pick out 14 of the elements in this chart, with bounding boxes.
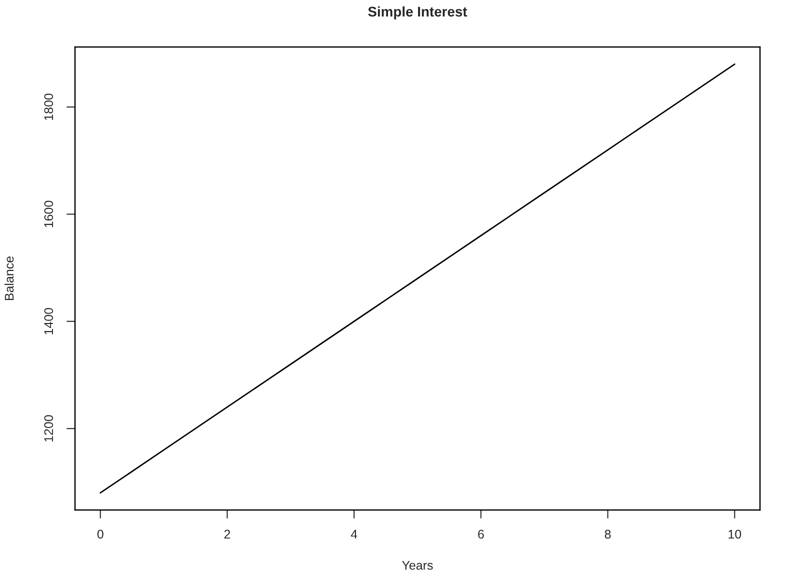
x-tick-label: 4: [350, 530, 358, 539]
y-tick-label: 1400: [44, 308, 54, 334]
y-axis-title: Balance: [4, 256, 14, 300]
x-tick-label: 6: [478, 530, 484, 539]
x-tick-label: 0: [97, 530, 104, 539]
x-tick-label: 8: [604, 530, 611, 539]
y-tick-label: 1200: [44, 415, 54, 442]
chart-title: Simple Interest: [368, 6, 468, 20]
y-tick-label: 1600: [44, 200, 54, 228]
y-tick-label: 1800: [44, 94, 54, 120]
x-tick-label: 2: [224, 530, 230, 539]
x-axis-title: Years: [402, 561, 433, 570]
x-tick-label: 10: [728, 530, 742, 539]
line-series: [100, 63, 736, 494]
